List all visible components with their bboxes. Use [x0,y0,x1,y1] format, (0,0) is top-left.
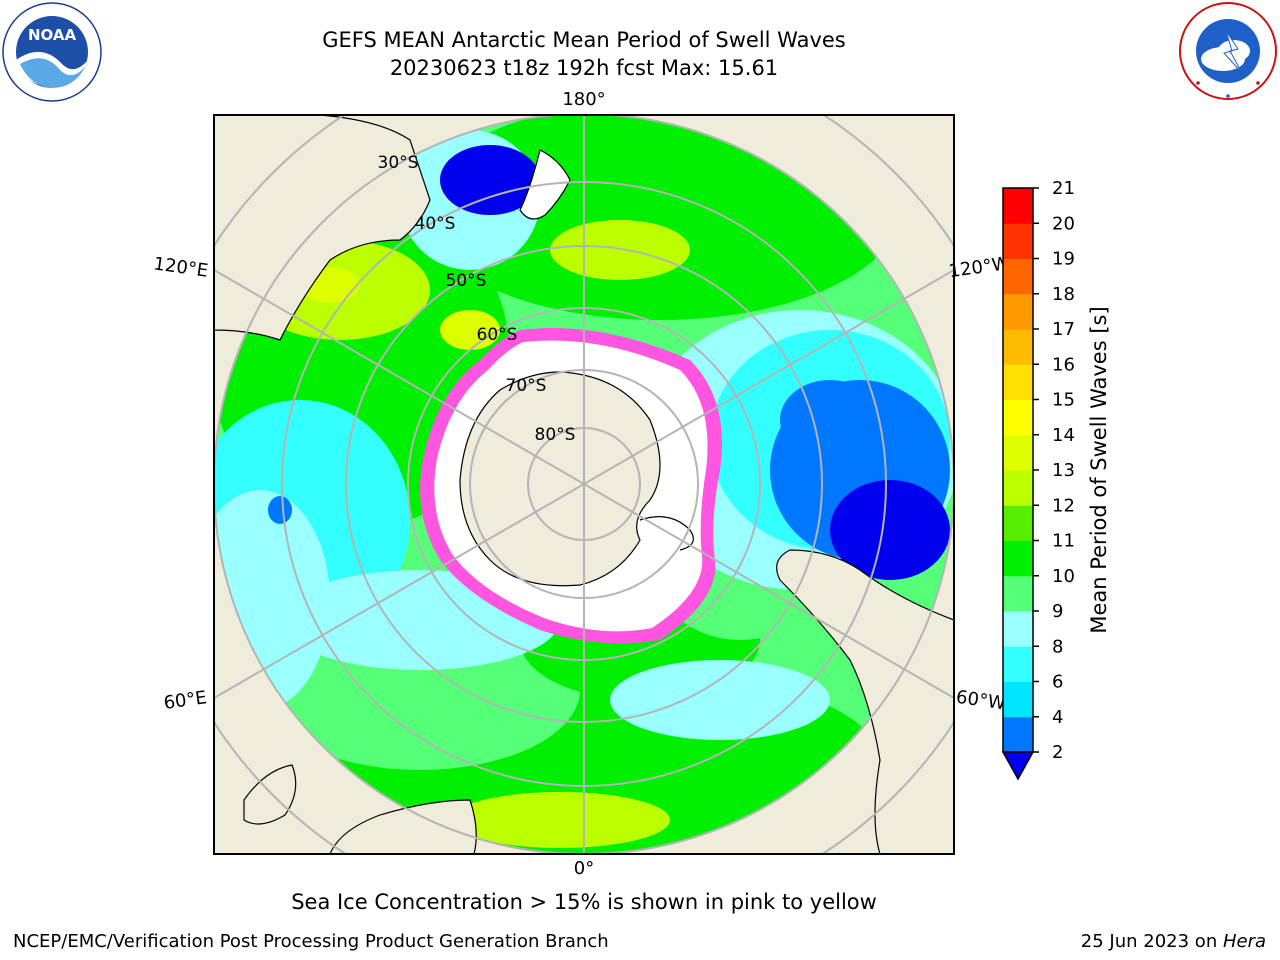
colorbar-tick-label: 4 [1052,707,1063,728]
colorbar-band [1003,434,1033,471]
colorbar-tick-label: 21 [1052,178,1075,199]
lat-label-40s: 40°S [415,214,456,234]
colorbar-band [1003,611,1033,647]
sea-ice-caption: Sea Ice Concentration > 15% is shown in … [291,890,877,914]
colorbar-ticks: 2 4 6 8 9 10 11 12 13 14 15 16 17 18 19 20 21 [1033,178,1075,763]
lat-label-50s: 50°S [446,271,487,291]
svg-text:NOAA: NOAA [28,26,77,44]
colorbar-band [1003,646,1033,682]
lat-label-70s: 70°S [506,376,547,396]
chart-subtitle: 20230623 t18z 192h fcst Max: 15.61 [389,56,779,80]
footer-date: 25 Jun 2023 on Hera [1080,931,1266,952]
colorbar-tick-label: 20 [1052,213,1075,234]
lon-label-0: 0° [574,858,594,879]
colorbar-tick-label: 2 [1052,742,1063,763]
colorbar-tick-label: 11 [1052,531,1075,552]
colorbar-band [1003,364,1033,400]
lat-label-60s: 60°S [477,325,518,345]
graticule [214,115,954,854]
noaa-logo: NOAA [2,2,102,102]
colorbar-band [1003,188,1033,224]
africa-land [329,799,477,854]
colorbar-band [1003,329,1033,365]
colorbar-tick-label: 6 [1052,672,1063,693]
colorbar-tick-label: 17 [1052,319,1075,340]
footer-host: Hera [1222,931,1266,952]
colorbar-band [1003,681,1033,718]
chart-title: GEFS MEAN Antarctic Mean Period of Swell… [322,28,846,52]
colorbar-band [1003,505,1033,541]
colorbar-band [1003,258,1033,295]
australia-land [214,115,431,341]
colorbar-tick-label: 14 [1052,425,1075,446]
nws-logo [1179,2,1277,100]
colorbar-tick-label: 8 [1052,636,1063,657]
colorbar-tick-label: 12 [1052,495,1075,516]
colorbar-band [1003,223,1033,259]
colorbar-tick-label: 15 [1052,390,1075,411]
footer-credit: NCEP/EMC/Verification Post Processing Pr… [13,931,609,952]
colorbar-band [1003,470,1033,506]
colorbar-tick-label: 13 [1052,460,1075,481]
colorbar-tick-label: 19 [1052,249,1075,270]
lat-label-30s: 30°S [378,153,419,173]
colorbar-band [1003,399,1033,436]
colorbar-band [1003,293,1033,330]
lat-label-80s: 80°S [535,425,576,445]
colorbar-band [1003,716,1033,753]
colorbar-tick-label: 10 [1052,566,1075,587]
colorbar-extend-triangle [1001,751,1035,781]
colorbar-label: Mean Period of Swell Waves [s] [1087,306,1111,633]
colorbar-tick-label: 16 [1052,354,1075,375]
colorbar-band [1003,575,1033,612]
colorbar-tick-label: 9 [1052,601,1063,622]
lon-label-180: 180° [562,89,605,110]
colorbar-bands [1003,188,1033,753]
colorbar-band [1003,540,1033,577]
map-frame [213,114,955,855]
antarctica-land [459,371,661,587]
madagascar-land [243,764,297,825]
colorbar-tick-label: 18 [1052,284,1075,305]
